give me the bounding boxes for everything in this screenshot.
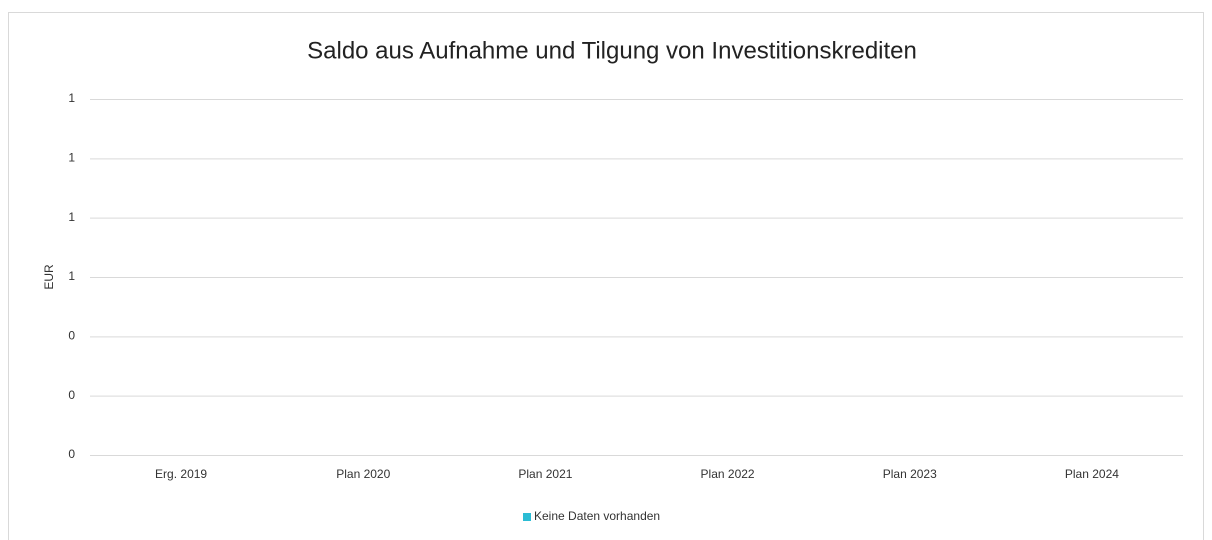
y-tick-label: 1	[68, 91, 75, 105]
y-tick-label: 1	[68, 269, 75, 283]
y-tick-label: 0	[68, 329, 75, 343]
chart-frame	[8, 12, 1204, 540]
y-tick-label: 1	[68, 151, 75, 165]
legend-swatch	[523, 513, 531, 521]
y-tick-label: 0	[68, 388, 75, 402]
y-axis-label: EUR	[42, 264, 56, 290]
y-tick-label: 1	[68, 210, 75, 224]
x-tick-label: Plan 2021	[518, 467, 572, 481]
x-tick-label: Plan 2020	[336, 467, 390, 481]
x-tick-label: Plan 2024	[1065, 467, 1119, 481]
chart-title: Saldo aus Aufnahme und Tilgung von Inves…	[307, 37, 917, 64]
y-tick-label: 0	[68, 447, 75, 461]
x-tick-label: Erg. 2019	[155, 467, 207, 481]
x-tick-label: Plan 2022	[701, 467, 755, 481]
x-tick-label: Plan 2023	[883, 467, 937, 481]
legend-label: Keine Daten vorhanden	[534, 509, 660, 523]
